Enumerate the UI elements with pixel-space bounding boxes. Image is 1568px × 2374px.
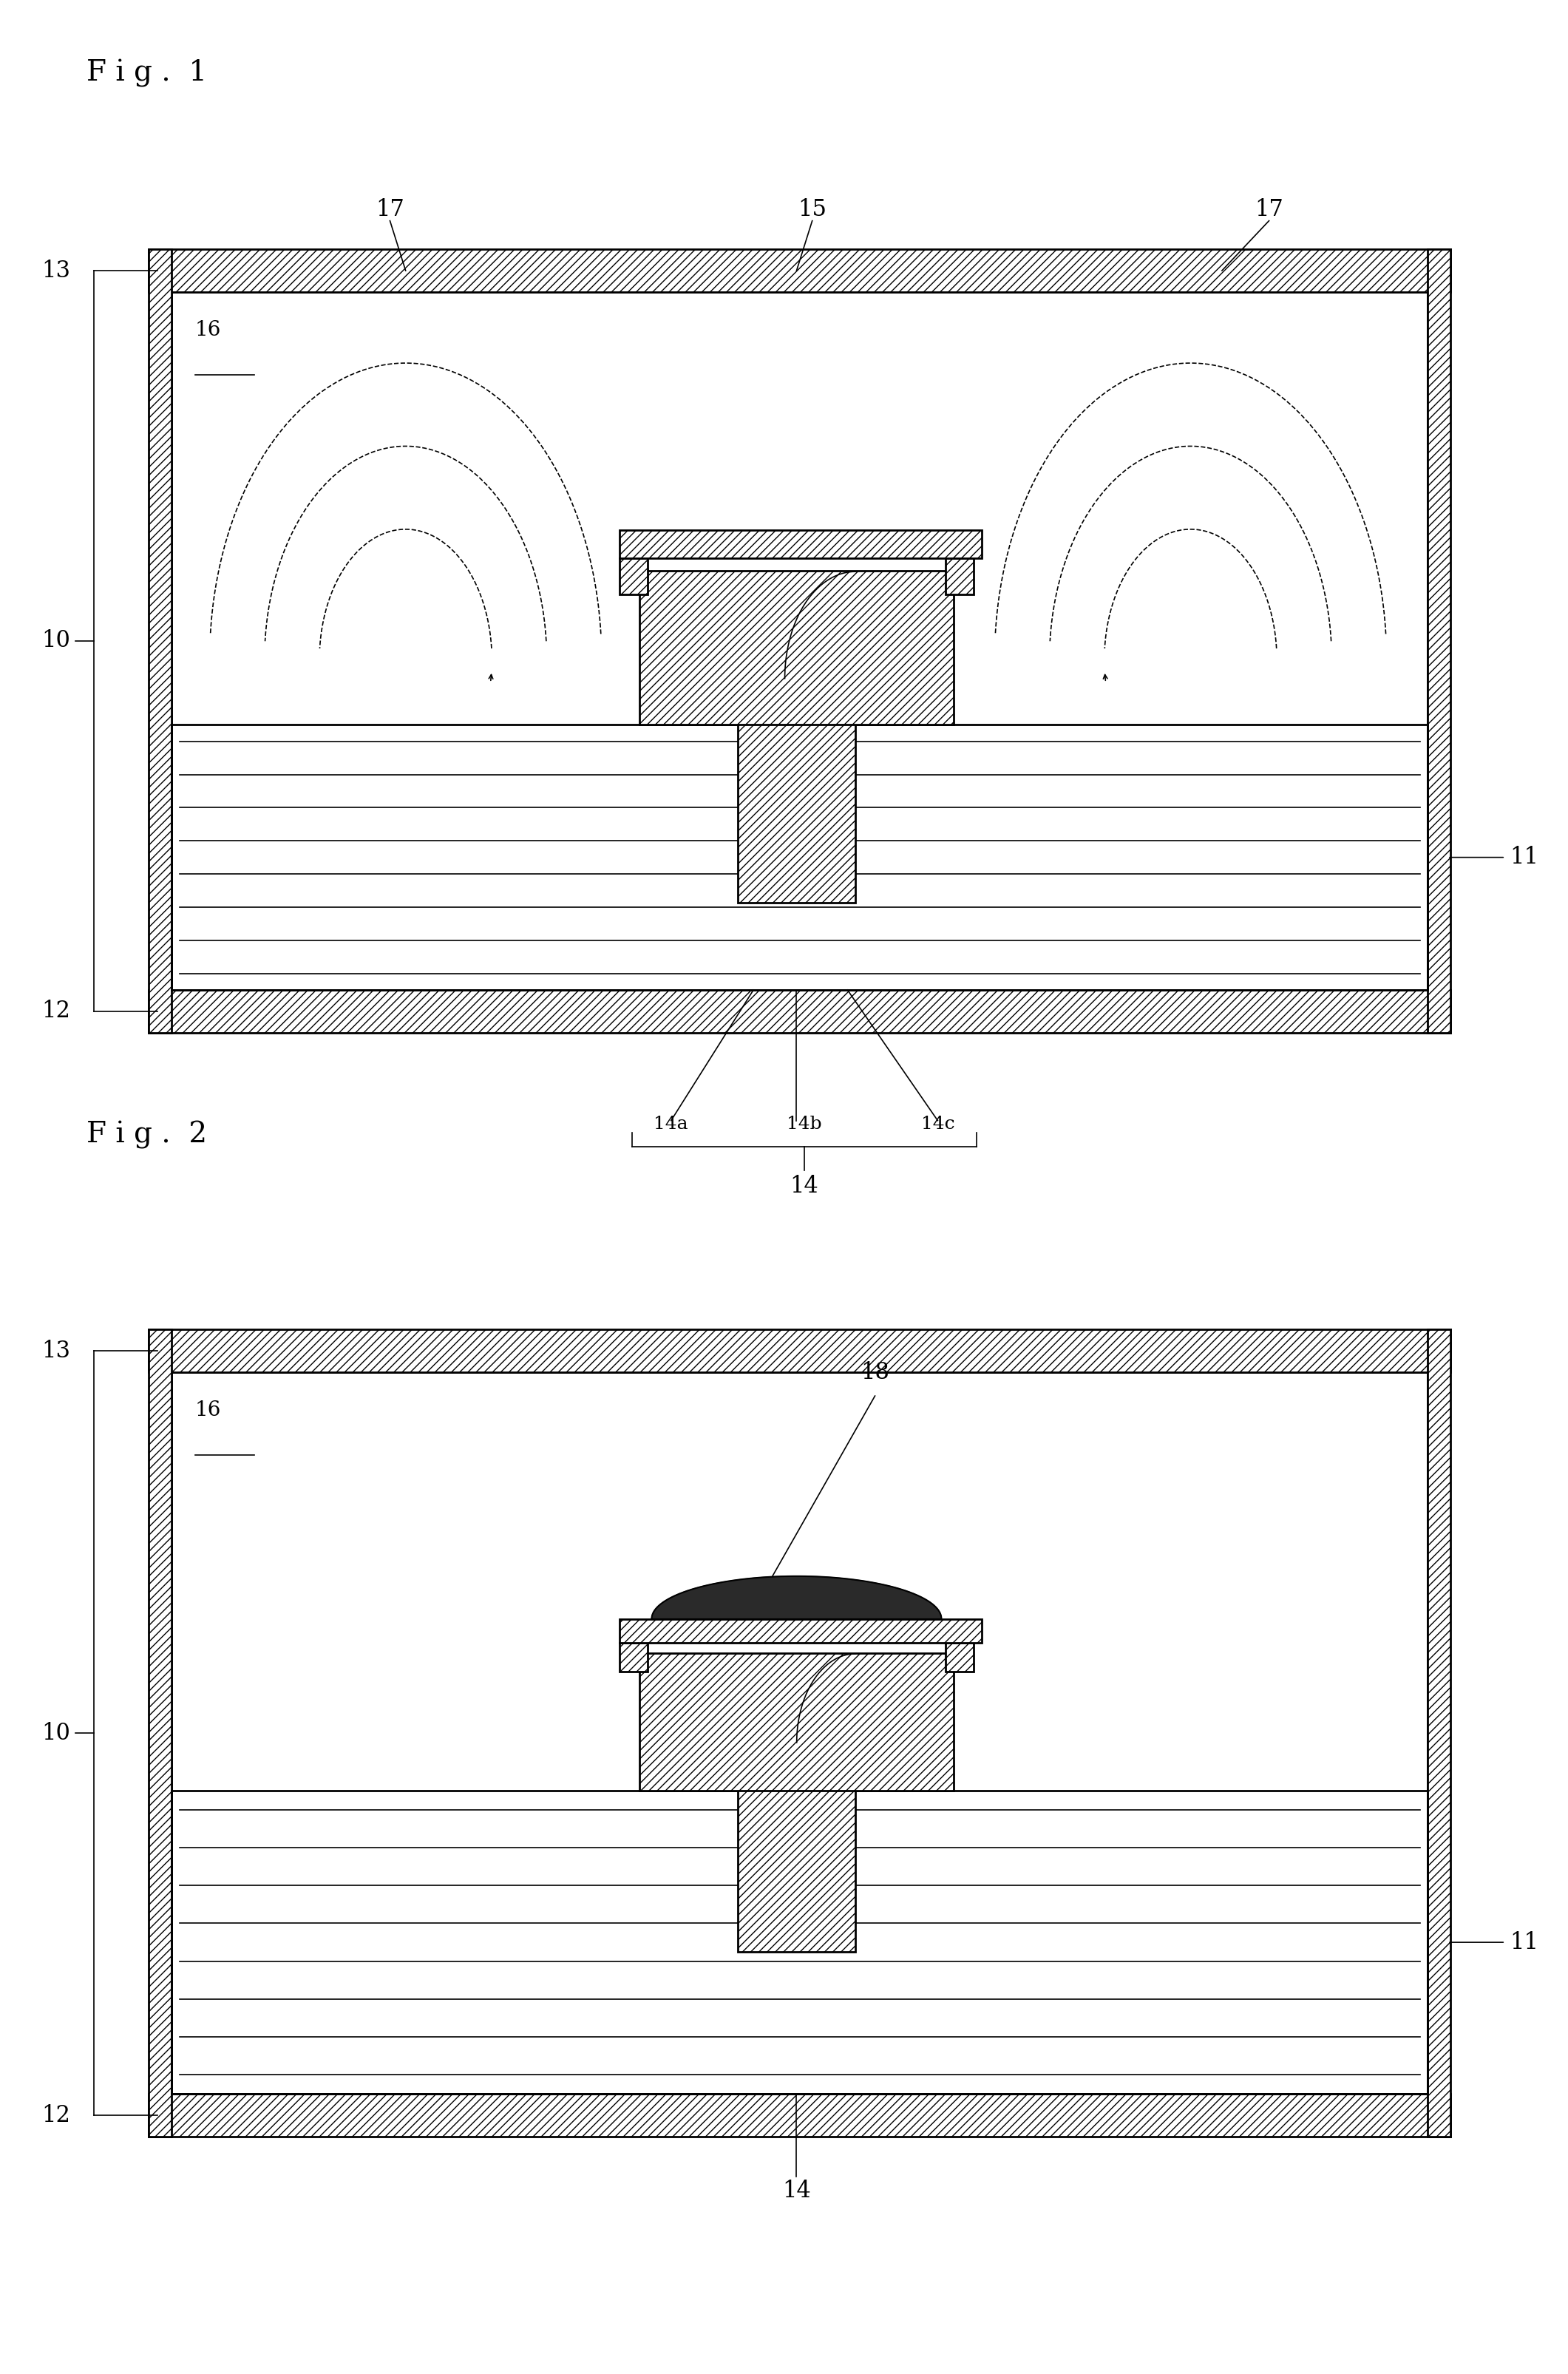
Text: F i g .  2: F i g . 2: [86, 1121, 207, 1149]
Text: 14: 14: [782, 2179, 811, 2203]
Text: 13: 13: [42, 1339, 71, 1363]
Bar: [640, 1652, 953, 1790]
Bar: [640, 570, 953, 724]
Bar: [946, 1643, 974, 1671]
Text: 17: 17: [376, 197, 405, 221]
Text: 14a: 14a: [654, 1116, 688, 1132]
Polygon shape: [652, 1576, 941, 1619]
Bar: [149, 1329, 171, 2137]
Bar: [171, 1790, 1428, 2094]
Text: 11: 11: [1510, 845, 1538, 869]
Bar: [149, 2094, 1450, 2137]
Text: 18: 18: [861, 1360, 889, 1384]
Text: 15: 15: [798, 197, 826, 221]
Text: 16: 16: [194, 320, 221, 339]
Bar: [149, 1329, 1450, 1372]
Text: 10: 10: [42, 1721, 71, 1745]
Bar: [946, 558, 974, 594]
Bar: [619, 1619, 982, 1643]
Text: 14b: 14b: [787, 1116, 822, 1132]
Bar: [739, 648, 856, 902]
Text: 10: 10: [42, 629, 71, 653]
Text: 12: 12: [42, 2103, 71, 2127]
Bar: [739, 1721, 856, 1951]
Bar: [1428, 249, 1450, 1033]
Bar: [619, 529, 982, 558]
Bar: [171, 1372, 1428, 2094]
Bar: [149, 249, 171, 1033]
Text: 17: 17: [1254, 197, 1283, 221]
Text: 16: 16: [194, 1401, 221, 1420]
Bar: [619, 558, 648, 594]
Text: 14c: 14c: [920, 1116, 955, 1132]
Bar: [171, 724, 1428, 990]
Text: F i g .  1: F i g . 1: [86, 59, 207, 88]
Bar: [1428, 1329, 1450, 2137]
Text: 11: 11: [1510, 1930, 1538, 1954]
Bar: [171, 292, 1428, 990]
Bar: [149, 249, 1450, 292]
Bar: [619, 1643, 648, 1671]
Bar: [149, 990, 1450, 1033]
Text: 12: 12: [42, 999, 71, 1023]
Text: 13: 13: [42, 259, 71, 283]
Text: 14: 14: [790, 1175, 818, 1199]
